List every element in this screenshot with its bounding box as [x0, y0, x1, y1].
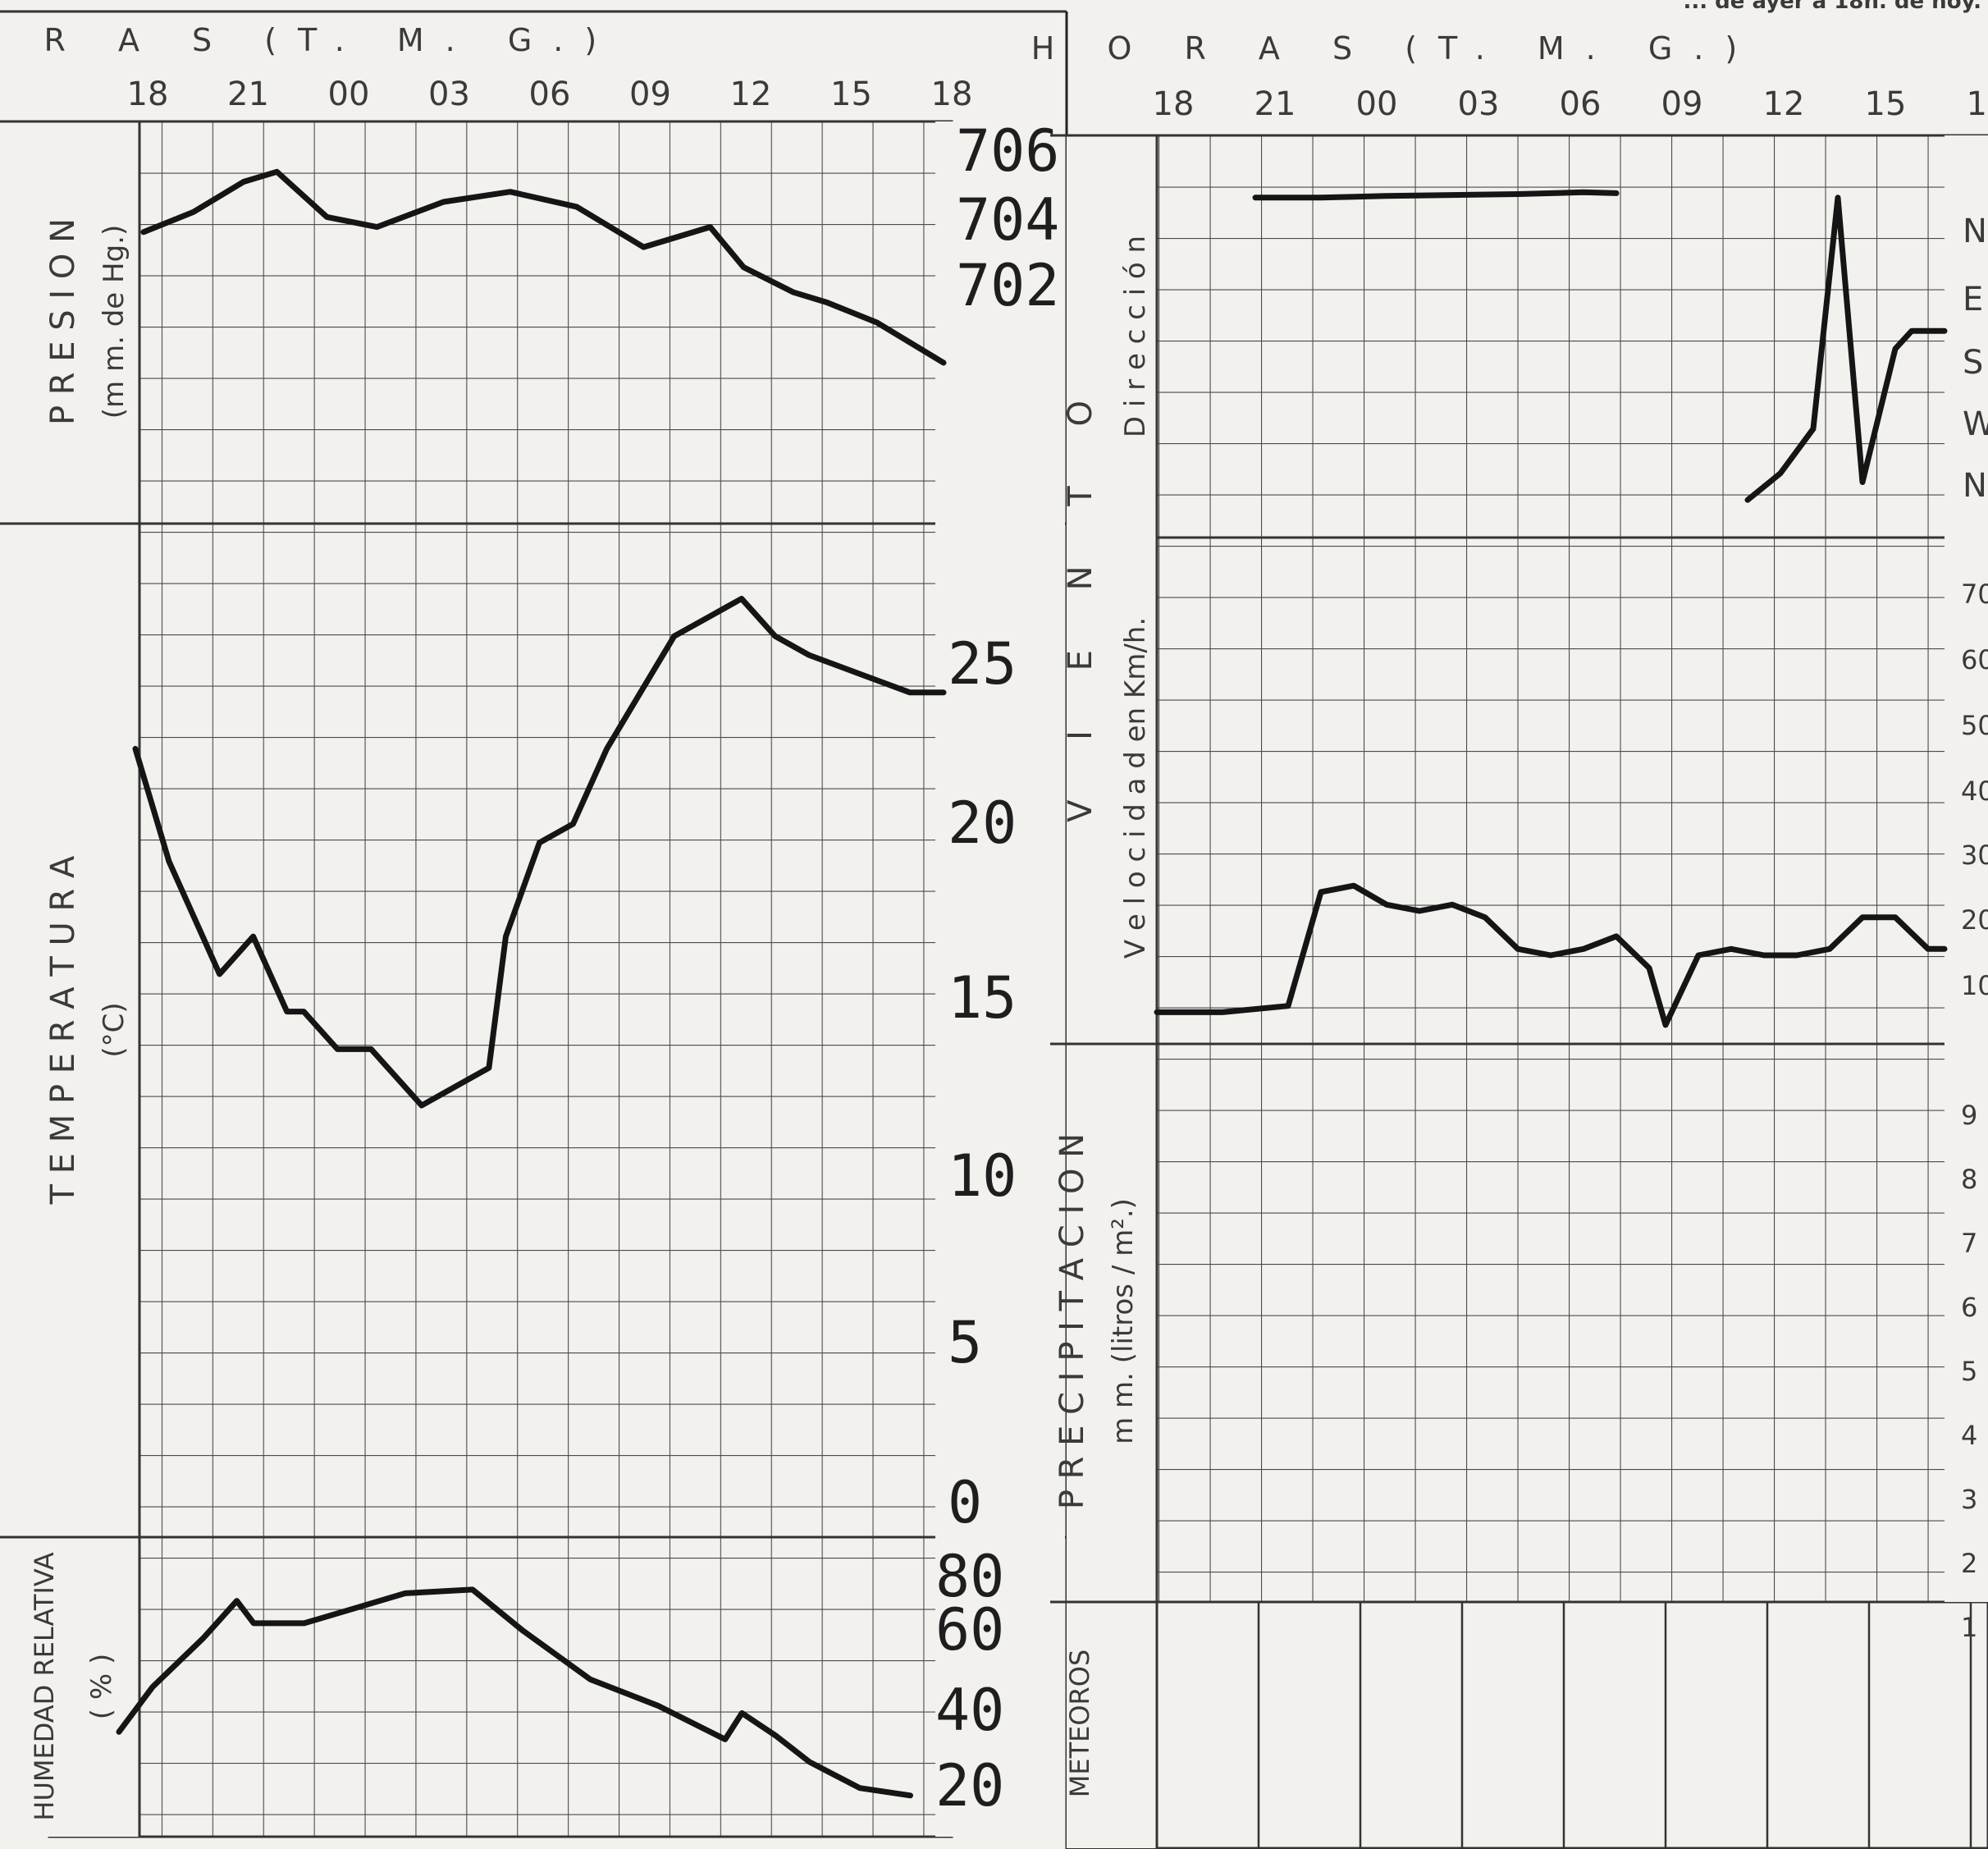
hour-label: 00 [1356, 85, 1398, 123]
tick-label: 20 [1961, 904, 1988, 936]
tick-label: 2 [1961, 1548, 1977, 1579]
humidity-line [116, 1586, 913, 1799]
hour-label: 18 [127, 76, 169, 113]
tick-label: 5 [948, 1309, 982, 1376]
precipitation-tick-labels: 9 8 7 6 5 4 3 2 1 [1961, 1100, 1977, 1643]
precipitation-panel [1065, 1042, 1988, 1604]
tick-label: 1 [1961, 1612, 1977, 1643]
hour-label: 09 [1661, 85, 1703, 123]
tick-label: E [1963, 281, 1983, 318]
tick-label: 3 [1961, 1484, 1977, 1515]
hour-label: 12 [1763, 85, 1805, 123]
precipitation-unit: m m. (litros / m².) [1107, 1198, 1140, 1444]
tick-label: 9 [1961, 1100, 1977, 1131]
hour-label: 06 [1560, 85, 1602, 123]
wind-direction-line [1744, 195, 1948, 503]
tick-label: 702 [956, 252, 1059, 319]
temperature-unit: (°C) [98, 1002, 130, 1057]
hour-label: 18 [1153, 85, 1195, 123]
hour-label: 00 [328, 76, 370, 113]
wind-direction-line [1252, 189, 1620, 201]
hour-label: 06 [529, 76, 571, 113]
tick-label: 20 [948, 789, 1017, 857]
wind-direction-label: D i r e c c i ó n [1119, 236, 1152, 437]
temperature-tick-labels: 25 20 15 10 5 0 [948, 630, 1017, 1536]
temperature-line [132, 596, 947, 1109]
tick-label: 8 [1961, 1164, 1977, 1195]
hour-label: 03 [428, 76, 470, 113]
tick-label: 0 [948, 1469, 982, 1536]
pressure-line [140, 168, 947, 366]
temperature-panel [48, 522, 953, 1539]
tick-label: 30 [1961, 840, 1988, 871]
tick-label: 60 [935, 1596, 1004, 1664]
temperature-label: T E M P E R A T U R A [44, 855, 82, 1205]
header-note: ... de ayer a 18h. de hoy. [1683, 0, 1981, 14]
tick-label: 6 [1961, 1292, 1977, 1323]
hour-label: 18 [931, 76, 973, 113]
tick-label: 20 [935, 1752, 1004, 1819]
humidity-panel [48, 1535, 953, 1838]
tick-label: 5 [1961, 1356, 1977, 1387]
meteoros-label: METEOROS [1064, 1650, 1095, 1798]
hour-label: 18 [1967, 85, 1988, 123]
humidity-label: HUMEDAD RELATIVA [29, 1552, 60, 1820]
hour-label: 03 [1458, 85, 1500, 123]
tick-label: N [1963, 213, 1987, 250]
precipitation-label: P R E C I P I T A C I O N [1053, 1133, 1091, 1509]
tick-label: 80 [935, 1543, 1004, 1610]
wind-speed-label: V e l o c i d a d en Km/h. [1119, 617, 1152, 959]
tick-label: 706 [956, 117, 1059, 185]
hour-label: 15 [1865, 85, 1907, 123]
humidity-unit: ( % ) [85, 1654, 118, 1719]
tick-label: 70 [1961, 579, 1988, 610]
tick-label: S [1963, 344, 1983, 382]
wind-label: V I E N T O [1062, 376, 1099, 822]
hours-header-right: H O R A S (T. M. G.) [1031, 30, 1758, 66]
tick-label: 50 [1961, 710, 1988, 741]
tick-label: 4 [1961, 1420, 1977, 1451]
hour-label: 09 [629, 76, 671, 113]
hour-label: 12 [730, 76, 772, 113]
hour-ticks-left: 18 21 00 03 06 09 12 15 18 [127, 76, 973, 113]
meteoros-panel [1065, 1600, 1988, 1849]
hour-ticks-right: 18 21 00 03 06 09 12 15 18 [1153, 85, 1988, 123]
tick-label: W [1963, 405, 1988, 443]
hour-label: 21 [227, 76, 269, 113]
hour-label: 21 [1254, 85, 1296, 123]
pressure-panel [48, 120, 953, 525]
speed-tick-labels: 70 60 50 40 30 20 10 [1961, 579, 1988, 1001]
hours-header-left: H O R A S (T. M. G.) [0, 22, 618, 58]
tick-label: 40 [935, 1677, 1004, 1744]
tick-label: 15 [948, 964, 1017, 1032]
tick-label: 25 [948, 630, 1017, 698]
series-layer [116, 168, 1948, 1799]
tick-label: 10 [948, 1142, 1017, 1210]
pressure-unit: (m m. de Hg.) [98, 225, 130, 419]
tick-label: 704 [956, 186, 1059, 254]
tick-label: 7 [1961, 1228, 1977, 1259]
wind-panel [1065, 134, 1988, 1046]
tick-label: 40 [1961, 776, 1988, 807]
hour-label: 15 [830, 76, 872, 113]
pressure-label: P R E S I O N [44, 218, 82, 425]
wind-speed-line [1154, 882, 1948, 1028]
tick-label: N [1963, 467, 1987, 505]
tick-label: 10 [1961, 970, 1988, 1001]
tick-label: 60 [1961, 644, 1988, 675]
